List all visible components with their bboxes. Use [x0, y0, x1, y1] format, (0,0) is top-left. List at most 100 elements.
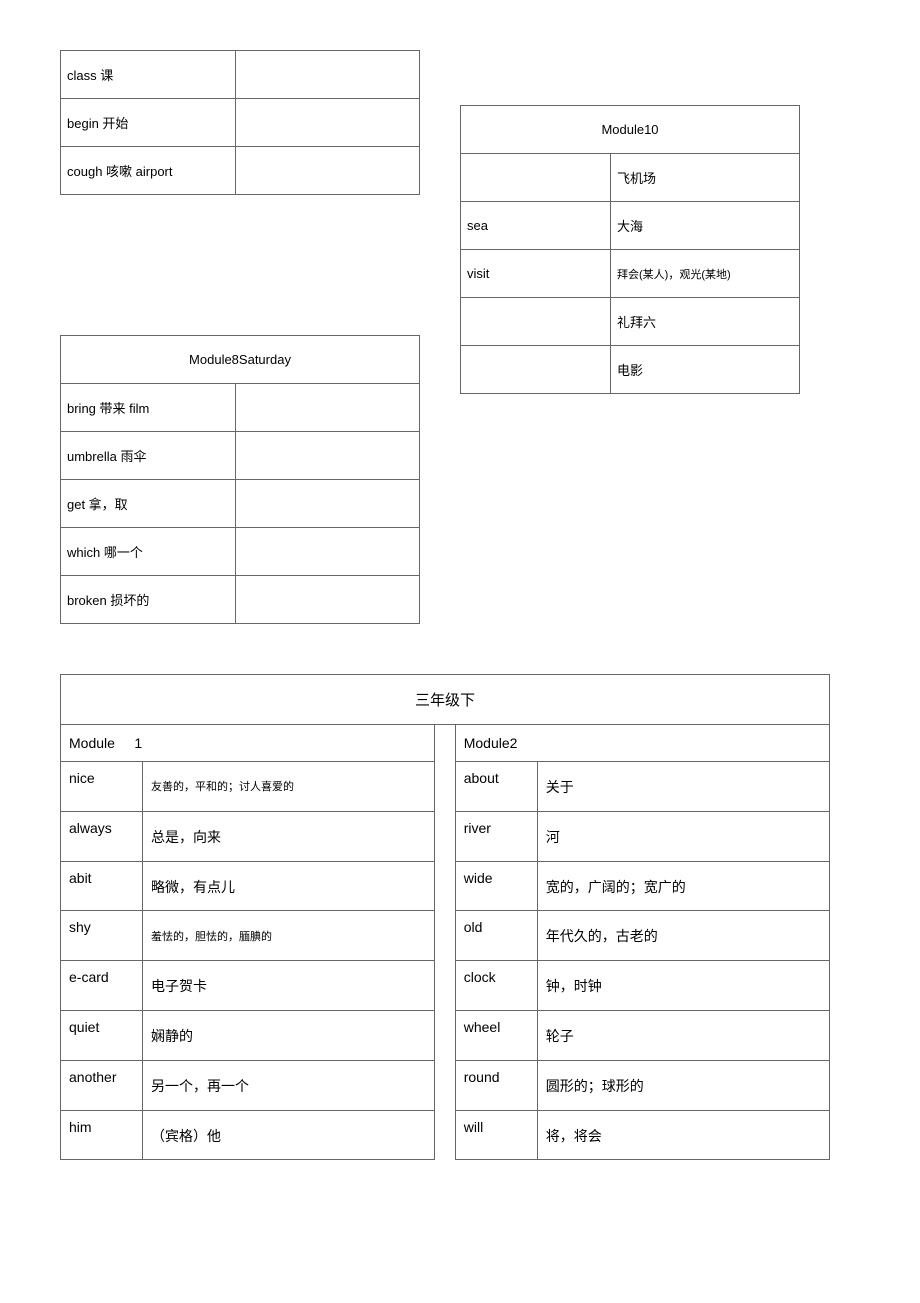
table-row: 电影	[461, 346, 800, 394]
table-c: Module10 飞机场 sea 大海 visit 拜会(某人)，观光(某地) …	[460, 105, 800, 394]
cell-word: clock	[455, 961, 537, 1011]
cell-word: him	[61, 1110, 143, 1160]
cell-word: will	[455, 1110, 537, 1160]
cell-word: sea	[461, 202, 611, 250]
cell-def: 另一个，再一个	[143, 1060, 435, 1110]
cell-word: wide	[455, 861, 537, 911]
gap-cell	[435, 1060, 456, 1110]
table-row: class 课	[61, 51, 420, 99]
left-column: class 课 begin 开始 cough 咳嗽 airport Module…	[60, 50, 420, 624]
cell-def: 友善的，平和的；讨人喜爱的	[143, 762, 435, 812]
cell-def: 宽的，广阔的；宽广的	[537, 861, 829, 911]
cell-def: 拜会(某人)，观光(某地)	[611, 250, 800, 298]
cell-word	[461, 298, 611, 346]
cell-word: abit	[61, 861, 143, 911]
cell-word: cough 咳嗽 airport	[61, 147, 236, 195]
cell-def: 将，将会	[537, 1110, 829, 1160]
cell-def	[236, 99, 420, 147]
table-row: cough 咳嗽 airport	[61, 147, 420, 195]
cell-def: （宾格）他	[143, 1110, 435, 1160]
grade-title: 三年级下	[61, 675, 830, 725]
table-row: him （宾格）他 will 将，将会	[61, 1110, 830, 1160]
cell-def	[236, 528, 420, 576]
cell-word: round	[455, 1060, 537, 1110]
cell-word: e-card	[61, 961, 143, 1011]
cell-def	[236, 432, 420, 480]
table-header-row: Module10	[461, 106, 800, 154]
cell-def: 羞怯的，胆怯的，腼腆的	[143, 911, 435, 961]
cell-def	[236, 51, 420, 99]
module-header: Module8Saturday	[61, 336, 420, 384]
gap-cell	[435, 811, 456, 861]
cell-word: nice	[61, 762, 143, 812]
cell-def: 钟，时钟	[537, 961, 829, 1011]
table-row: 礼拜六	[461, 298, 800, 346]
module2-label: Module2	[455, 725, 829, 762]
cell-word: about	[455, 762, 537, 812]
cell-def: 礼拜六	[611, 298, 800, 346]
cell-word: broken 损坏的	[61, 576, 236, 624]
module-header: Module10	[461, 106, 800, 154]
cell-word: always	[61, 811, 143, 861]
cell-word	[461, 346, 611, 394]
table-row: get 拿，取	[61, 480, 420, 528]
cell-word: wheel	[455, 1010, 537, 1060]
table-b: Module8Saturday bring 带来 film umbrella 雨…	[60, 335, 420, 624]
cell-word: another	[61, 1060, 143, 1110]
table-row: umbrella 雨伞	[61, 432, 420, 480]
cell-word: which 哪一个	[61, 528, 236, 576]
table-row: which 哪一个	[61, 528, 420, 576]
table-row: begin 开始	[61, 99, 420, 147]
gap-cell	[435, 961, 456, 1011]
cell-word: old	[455, 911, 537, 961]
gap-cell	[435, 861, 456, 911]
cell-def	[236, 576, 420, 624]
gap-cell	[435, 1010, 456, 1060]
table-row: always 总是，向来 river 河	[61, 811, 830, 861]
bottom-section: 三年级下 Module 1 Module2 nice 友善的，平和的；讨人喜爱的…	[60, 674, 870, 1160]
cell-word: shy	[61, 911, 143, 961]
cell-def: 年代久的，古老的	[537, 911, 829, 961]
table-row: e-card 电子贺卡 clock 钟，时钟	[61, 961, 830, 1011]
cell-word: bring 带来 film	[61, 384, 236, 432]
cell-word: quiet	[61, 1010, 143, 1060]
cell-def	[236, 384, 420, 432]
table-row: quiet 娴静的 wheel 轮子	[61, 1010, 830, 1060]
cell-word: visit	[461, 250, 611, 298]
cell-def: 电子贺卡	[143, 961, 435, 1011]
cell-def: 略微，有点儿	[143, 861, 435, 911]
cell-word	[461, 154, 611, 202]
table-row: broken 损坏的	[61, 576, 420, 624]
table-row: visit 拜会(某人)，观光(某地)	[461, 250, 800, 298]
cell-word: umbrella 雨伞	[61, 432, 236, 480]
table-row: another 另一个，再一个 round 圆形的；球形的	[61, 1060, 830, 1110]
table-row: 飞机场	[461, 154, 800, 202]
cell-def: 电影	[611, 346, 800, 394]
top-row: class 课 begin 开始 cough 咳嗽 airport Module…	[60, 50, 870, 624]
table-row: sea 大海	[461, 202, 800, 250]
table-a: class 课 begin 开始 cough 咳嗽 airport	[60, 50, 420, 195]
gap-cell	[435, 762, 456, 812]
cell-word: class 课	[61, 51, 236, 99]
table-row: nice 友善的，平和的；讨人喜爱的 about 关于	[61, 762, 830, 812]
cell-def: 总是，向来	[143, 811, 435, 861]
cell-def: 关于	[537, 762, 829, 812]
cell-def: 大海	[611, 202, 800, 250]
cell-def: 轮子	[537, 1010, 829, 1060]
table-row: bring 带来 film	[61, 384, 420, 432]
cell-word: river	[455, 811, 537, 861]
table-row: shy 羞怯的，胆怯的，腼腆的 old 年代久的，古老的	[61, 911, 830, 961]
table-header-row: Module8Saturday	[61, 336, 420, 384]
title-row: 三年级下	[61, 675, 830, 725]
cell-word: begin 开始	[61, 99, 236, 147]
cell-def: 娴静的	[143, 1010, 435, 1060]
gap-cell	[435, 1110, 456, 1160]
cell-def: 圆形的；球形的	[537, 1060, 829, 1110]
cell-def: 飞机场	[611, 154, 800, 202]
cell-def	[236, 147, 420, 195]
gap-cell	[435, 725, 456, 762]
module-row: Module 1 Module2	[61, 725, 830, 762]
gap-cell	[435, 911, 456, 961]
table-d: 三年级下 Module 1 Module2 nice 友善的，平和的；讨人喜爱的…	[60, 674, 830, 1160]
cell-word: get 拿，取	[61, 480, 236, 528]
